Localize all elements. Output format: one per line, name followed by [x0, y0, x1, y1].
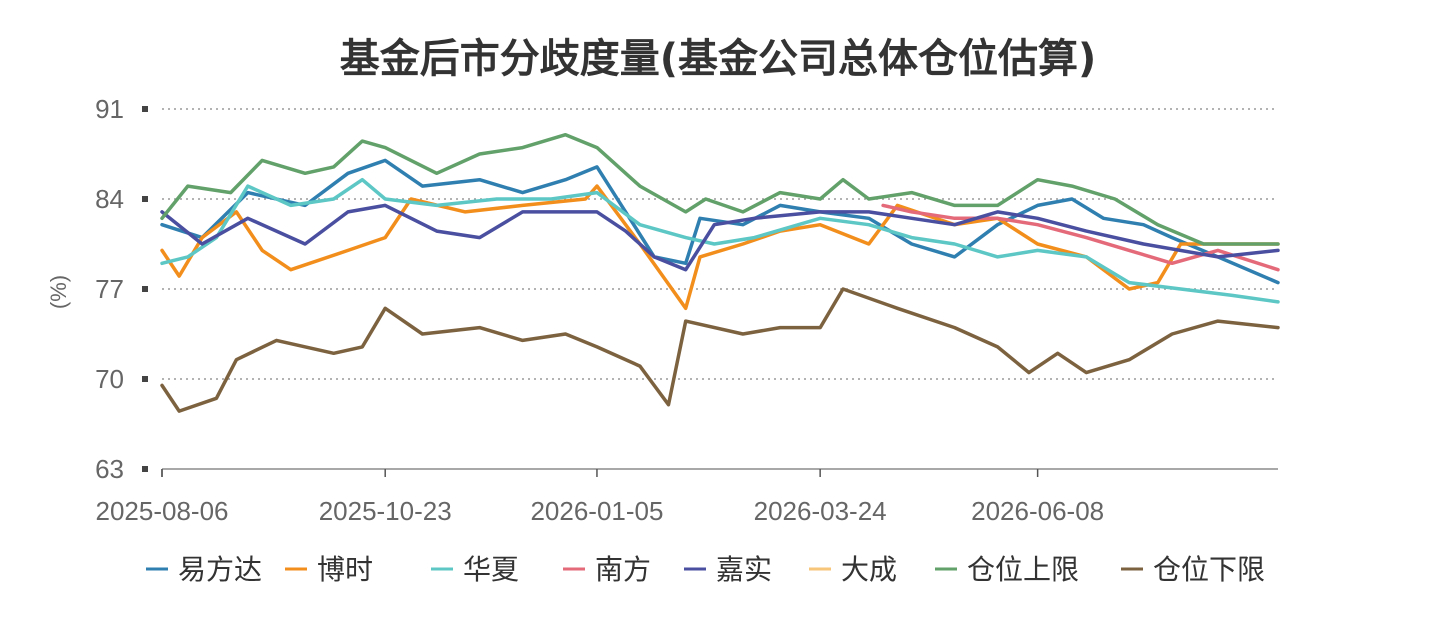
legend-item-label: 华夏 — [463, 553, 519, 586]
y-axis-label: (%) — [46, 275, 71, 309]
x-tick-label: 2026-03-24 — [754, 496, 887, 526]
chart-title: 基金后市分歧度量(基金公司总体仓位估算) — [340, 36, 1097, 82]
series-line — [881, 203, 1280, 272]
x-tick-label: 2026-01-05 — [530, 496, 663, 526]
y-tick-label: 84 — [95, 184, 124, 214]
y-tick-label: 91 — [95, 94, 124, 124]
legend-item-label: 南方 — [595, 553, 651, 586]
x-tick-label: 2026-06-08 — [971, 496, 1104, 526]
y-tick-label: 63 — [95, 454, 124, 484]
y-tick-mark — [142, 106, 148, 112]
y-tick-label: 70 — [95, 364, 124, 394]
legend: 易方达 博时 华夏 南方 嘉实 大成 仓位上限 仓位下限 — [146, 553, 1265, 586]
series-line — [160, 177, 1280, 304]
y-tick-mark — [142, 376, 148, 382]
x-tick-label: 2025-10-23 — [319, 496, 452, 526]
y-tick-mark — [142, 196, 148, 202]
x-tick-label: 2025-08-06 — [96, 496, 229, 526]
series-line — [160, 287, 1280, 413]
series-lines — [160, 132, 1280, 413]
series-line — [160, 132, 1280, 246]
x-axis: 2025-08-06 2025-10-23 2026-01-05 2026-03-24… — [96, 468, 1278, 526]
legend-item-label: 嘉实 — [716, 553, 772, 586]
legend-item-label: 仓位下限 — [1153, 553, 1265, 586]
legend-item-label: 仓位上限 — [967, 553, 1079, 586]
series-line — [160, 158, 1280, 285]
legend-item-label: 博时 — [317, 553, 373, 586]
legend-item-label: 大成 — [841, 553, 897, 586]
y-tick-label: 77 — [95, 274, 124, 304]
y-tick-mark — [142, 286, 148, 292]
series-line — [160, 203, 1280, 272]
y-tick-mark — [142, 466, 148, 472]
y-axis: 91 84 77 70 63 — [95, 94, 148, 484]
series-line — [160, 184, 1280, 311]
gridlines — [162, 108, 1278, 380]
legend-item-label: 易方达 — [178, 553, 262, 586]
